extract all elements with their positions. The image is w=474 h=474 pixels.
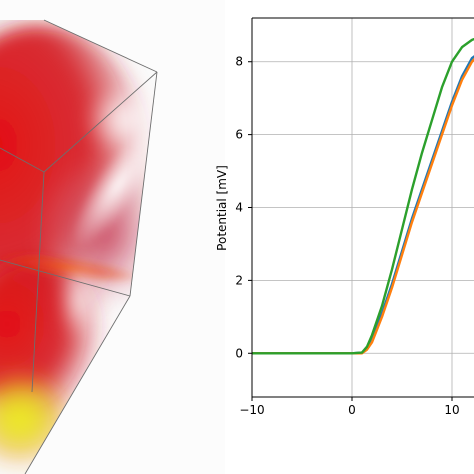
- white-lower: [60, 260, 100, 340]
- y-tick-label-4: 8: [235, 55, 243, 69]
- y-axis-label: Potential [mV]: [215, 165, 229, 251]
- series-line-2: [252, 37, 474, 355]
- cube-edge-inner-vertical: [31, 171, 45, 393]
- x-tick-label-2: 10: [444, 403, 459, 417]
- white-upper: [85, 85, 157, 155]
- white-streak: [71, 122, 157, 248]
- x-tick-label-1: 0: [348, 403, 356, 417]
- y-tick-label-2: 4: [235, 201, 243, 215]
- x-tick-label-0: −10: [239, 403, 264, 417]
- cube-edge-inner-top: [0, 147, 45, 173]
- cube-edges: [0, 19, 158, 474]
- cube-edge-inner-right: [43, 71, 158, 173]
- cube-edge-right: [129, 71, 158, 297]
- cube-edge-bottom-right: [24, 295, 131, 474]
- series-lines: [252, 37, 474, 355]
- cube-edge-inner-bottom: [0, 259, 131, 297]
- potential-chart: −10 0 10 0 2 4 6 8 Potential [mV]: [215, 17, 474, 417]
- y-tick-label-1: 2: [235, 273, 243, 287]
- cube-edge-top: [43, 19, 158, 73]
- y-tick-label-0: 0: [235, 346, 243, 360]
- y-tick-label-3: 6: [235, 128, 243, 142]
- volume-render-panel: [0, 0, 225, 474]
- ticks: −10 0 10 0 2 4 6 8: [235, 55, 459, 417]
- series-line-1: [252, 57, 474, 355]
